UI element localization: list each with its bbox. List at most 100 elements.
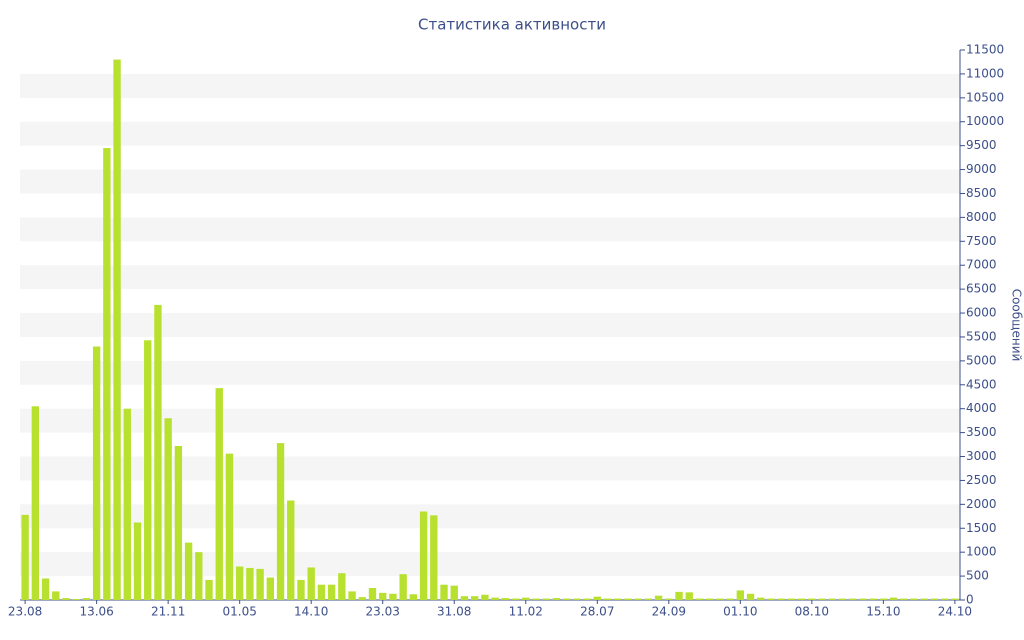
- bar: [757, 597, 765, 600]
- bar: [583, 598, 591, 600]
- bar: [113, 59, 121, 601]
- grid-band: [20, 217, 960, 242]
- bar: [777, 598, 785, 600]
- bar: [368, 588, 377, 600]
- y-tick-label: 10000: [966, 114, 1004, 128]
- bar: [144, 340, 152, 600]
- bar: [879, 598, 888, 600]
- bar: [511, 598, 520, 600]
- bar: [889, 597, 898, 600]
- y-tick-label: 7000: [966, 258, 997, 272]
- y-tick-label: 11000: [966, 66, 1004, 80]
- y-tick-label: 2500: [966, 473, 997, 487]
- bar: [705, 598, 714, 600]
- bar: [849, 598, 857, 600]
- bar: [951, 598, 959, 600]
- bar: [338, 573, 346, 600]
- bar: [624, 598, 632, 600]
- bar: [573, 598, 581, 600]
- x-tick-label: 21.11: [151, 605, 185, 619]
- y-tick-label: 7500: [966, 234, 997, 248]
- bar: [409, 594, 418, 600]
- bar: [726, 598, 734, 600]
- bar: [31, 406, 40, 600]
- bar: [430, 515, 438, 600]
- bar: [174, 446, 183, 600]
- bar: [808, 598, 816, 600]
- y-tick-label: 500: [966, 569, 989, 583]
- bar: [920, 598, 928, 600]
- y-tick-label: 5500: [966, 329, 997, 343]
- bar: [818, 598, 826, 600]
- x-tick-label: 23.03: [366, 605, 400, 619]
- x-tick-label: 24.10: [938, 605, 972, 619]
- y-tick-label: 0: [966, 593, 974, 607]
- grid-band: [20, 456, 960, 481]
- bar: [297, 579, 305, 600]
- bar: [21, 514, 29, 600]
- bar: [481, 594, 489, 600]
- bar: [41, 578, 50, 600]
- bar: [736, 590, 745, 600]
- grid-band: [20, 265, 960, 290]
- bar: [82, 598, 91, 600]
- bar: [542, 598, 550, 600]
- bar: [348, 591, 356, 600]
- bar: [767, 598, 775, 600]
- bar: [276, 443, 285, 600]
- bar: [562, 598, 571, 600]
- bar: [205, 579, 213, 600]
- bar: [522, 597, 530, 600]
- y-tick-label: 1500: [966, 521, 997, 535]
- bar: [450, 585, 458, 600]
- x-tick-label: 11.02: [509, 605, 543, 619]
- bar: [665, 598, 673, 600]
- bar: [123, 408, 131, 600]
- grid-band: [20, 313, 960, 337]
- bar: [215, 388, 223, 600]
- bar: [470, 596, 479, 600]
- bar: [532, 598, 540, 600]
- x-tick-label: 28.07: [580, 605, 614, 619]
- bar: [225, 453, 234, 600]
- bar: [838, 598, 847, 600]
- bar: [716, 598, 724, 600]
- bar: [869, 598, 877, 600]
- grid-band: [20, 408, 960, 433]
- y-tick-label: 9000: [966, 162, 997, 176]
- bar: [399, 574, 407, 600]
- bar: [644, 598, 653, 600]
- bar: [307, 567, 315, 600]
- grid-band: [20, 73, 960, 98]
- x-tick-label: 23.08: [8, 605, 42, 619]
- bar: [859, 598, 867, 600]
- y-tick-label: 10500: [966, 90, 1004, 104]
- bar: [460, 596, 469, 600]
- bar: [900, 598, 908, 600]
- x-tick-label: 31.08: [437, 605, 471, 619]
- bar: [379, 592, 387, 600]
- bar: [828, 598, 836, 600]
- x-tick-label: 15.10: [866, 605, 900, 619]
- bar: [92, 346, 101, 600]
- grid-band: [20, 360, 960, 385]
- bar: [797, 598, 806, 600]
- y-tick-label: 5000: [966, 353, 997, 367]
- grid-band: [20, 552, 960, 577]
- bar: [327, 584, 336, 600]
- y-tick-label: 2000: [966, 497, 997, 511]
- x-tick-label: 01.05: [222, 605, 256, 619]
- x-tick-label: 01.10: [723, 605, 757, 619]
- bar: [603, 598, 612, 600]
- y-tick-label: 8000: [966, 210, 997, 224]
- bar: [440, 584, 448, 600]
- bar: [317, 584, 326, 600]
- grid-band: [20, 504, 960, 529]
- y-tick-label: 9500: [966, 138, 997, 152]
- bar: [614, 598, 622, 600]
- y-tick-label: 8500: [966, 186, 997, 200]
- y-tick-label: 4500: [966, 377, 997, 391]
- x-tick-label: 08.10: [795, 605, 829, 619]
- bar: [695, 598, 704, 600]
